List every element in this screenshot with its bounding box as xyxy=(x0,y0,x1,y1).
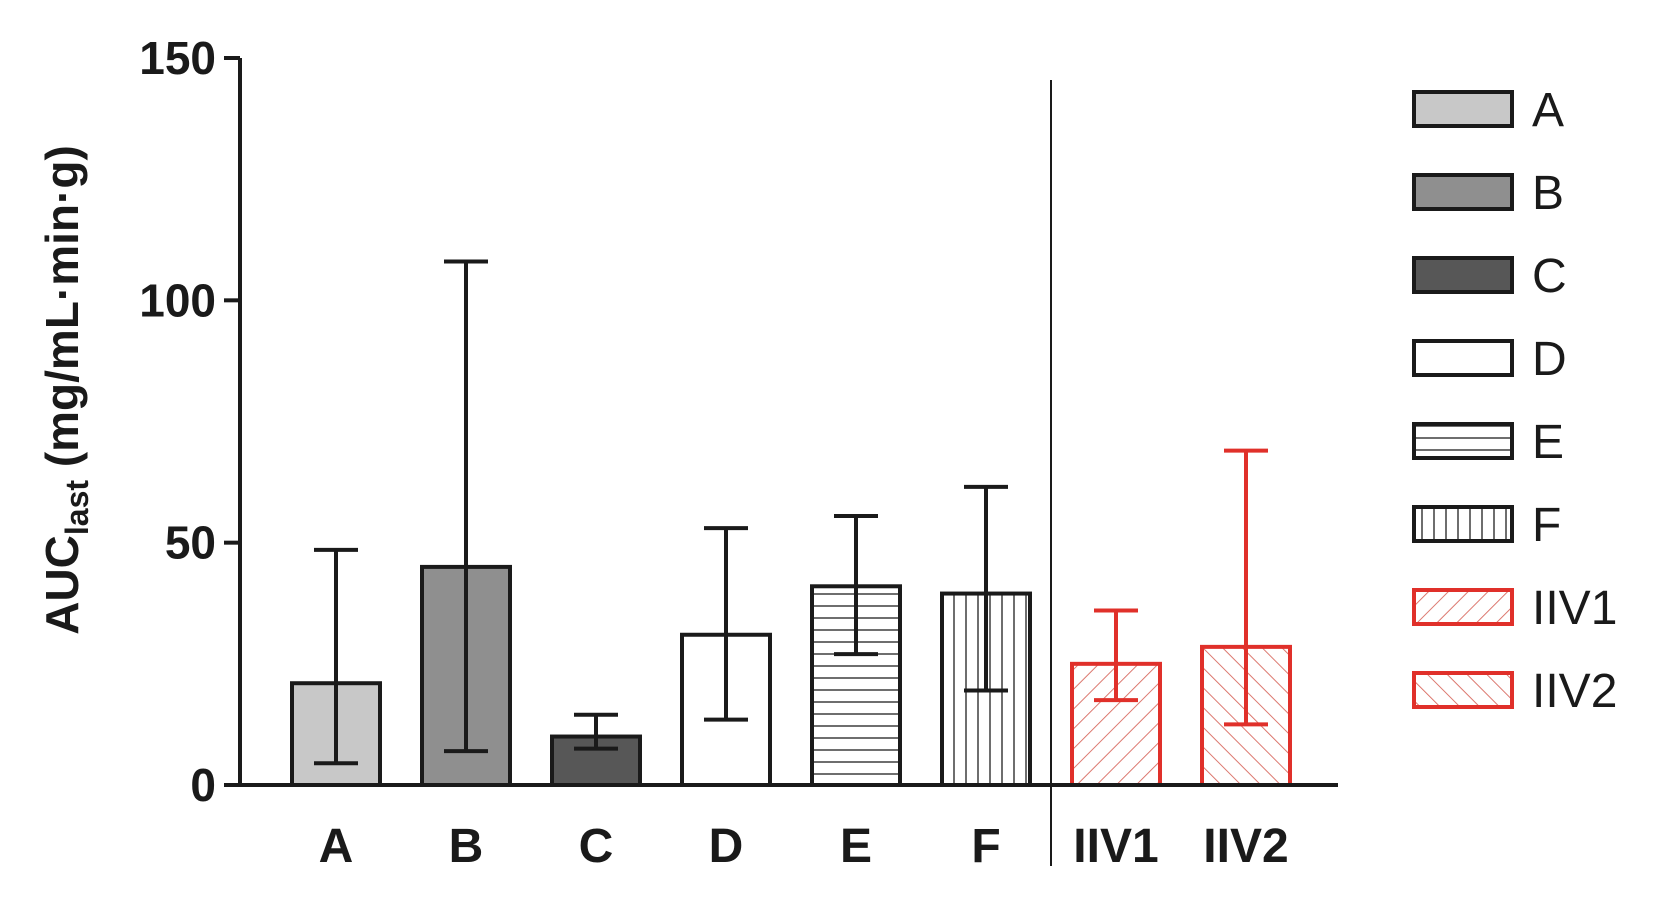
legend-swatch-d xyxy=(1412,339,1514,377)
x-tick-label: IIV2 xyxy=(1203,820,1288,873)
x-tick-label: IIV1 xyxy=(1073,820,1158,873)
legend-swatch-iiv1 xyxy=(1412,588,1514,626)
x-tick-label: B xyxy=(449,820,484,873)
bars-group xyxy=(290,564,1292,788)
x-tick-label: D xyxy=(709,820,744,873)
y-axis-label-unit: (mg/mL·min·g) xyxy=(36,145,88,480)
legend-label: A xyxy=(1532,84,1564,137)
legend-label: D xyxy=(1532,333,1567,386)
legend-label: E xyxy=(1532,416,1564,469)
legend-label: IIV2 xyxy=(1532,665,1617,718)
y-axis: 0 50 100 150 xyxy=(139,32,242,811)
y-tick-label: 0 xyxy=(190,759,216,811)
legend-swatch-a xyxy=(1412,90,1514,128)
x-tick-label: E xyxy=(840,820,872,873)
y-tick-label: 50 xyxy=(165,517,216,569)
y-axis-label-main: AUC xyxy=(36,535,88,635)
y-tick-label: 100 xyxy=(139,274,216,326)
legend-swatch-e xyxy=(1412,422,1514,460)
legend-swatch-c xyxy=(1412,256,1514,294)
legend-label: IIV1 xyxy=(1532,582,1617,635)
legend-swatch-iiv2 xyxy=(1412,671,1514,709)
y-axis-label: AUClast (mg/mL·min·g) xyxy=(36,145,95,635)
legend-swatch-f xyxy=(1412,505,1514,543)
y-tick-label: 150 xyxy=(139,32,216,84)
x-tick-label: A xyxy=(319,820,354,873)
y-axis-label-sub: last xyxy=(59,480,95,535)
x-tick-label: C xyxy=(579,820,614,873)
svg-text:AUClast (mg/mL·min·g): AUClast (mg/mL·min·g) xyxy=(36,145,95,635)
legend-label: F xyxy=(1532,499,1561,552)
x-tick-label: F xyxy=(971,820,1000,873)
x-axis: A B C D E F IIV1 IIV2 xyxy=(238,80,1338,873)
error-bars-group xyxy=(314,259,1268,766)
legend-swatch-b xyxy=(1412,173,1514,211)
legend-label: B xyxy=(1532,167,1564,220)
legend-label: C xyxy=(1532,250,1567,303)
